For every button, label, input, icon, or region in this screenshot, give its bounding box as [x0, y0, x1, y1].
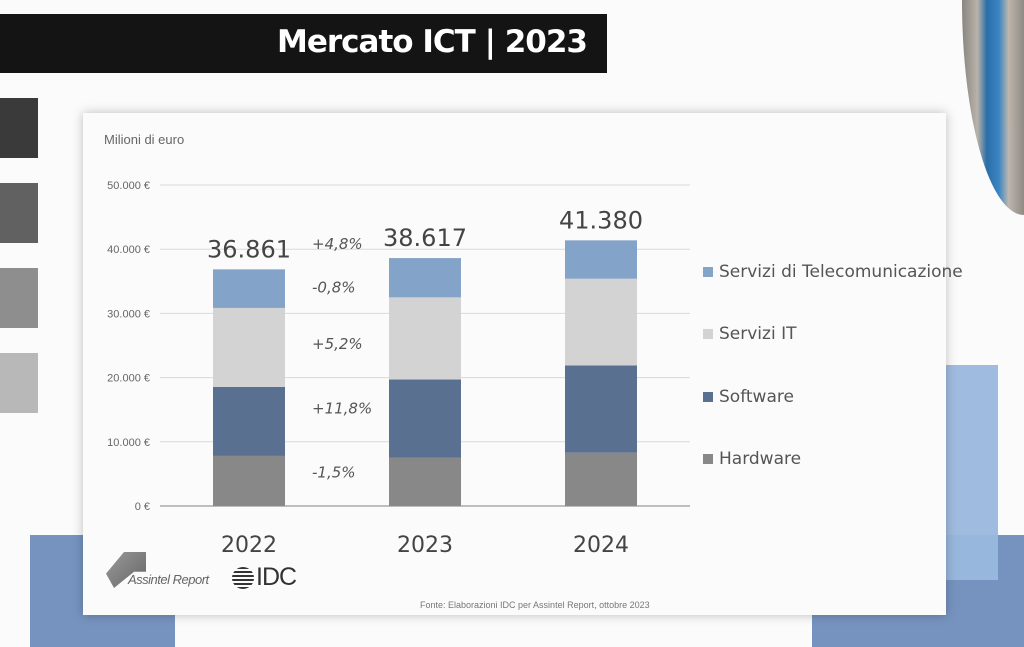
- bar-segment-software: [389, 379, 461, 458]
- bar-segment-hardware: [213, 455, 285, 506]
- legend-item: Software: [703, 387, 794, 407]
- bar-segment-servizi-di-telecomunicazione: [565, 240, 637, 279]
- x-tick-label: 2022: [221, 533, 277, 558]
- title-bar: Mercato ICT | 2023: [0, 14, 607, 73]
- decor-square: [0, 268, 38, 328]
- total-label: 41.380: [559, 206, 643, 234]
- legend-label: Software: [719, 387, 794, 407]
- idc-logo: IDC: [232, 563, 297, 592]
- total-label: 36.861: [207, 235, 291, 263]
- bar-segment-servizi-it: [565, 278, 637, 366]
- bar-segment-hardware: [389, 457, 461, 506]
- legend-label: Hardware: [719, 449, 802, 469]
- growth-label: +5,2%: [312, 335, 363, 353]
- bar-segment-servizi-di-telecomunicazione: [389, 258, 461, 298]
- decor-square: [0, 183, 38, 243]
- y-axis-label: Milioni di euro: [104, 132, 185, 147]
- bar-segment-servizi-it: [213, 307, 285, 387]
- legend-item: Hardware: [703, 449, 801, 469]
- total-label: 38.617: [383, 224, 467, 252]
- bar-segment-software: [213, 386, 285, 456]
- legend-swatch: [703, 329, 713, 339]
- growth-label: +11,8%: [312, 399, 372, 417]
- x-tick-label: 2024: [573, 533, 629, 558]
- bar-segment-software: [565, 365, 637, 453]
- growth-label: -1,5%: [312, 464, 356, 482]
- bar-segment-servizi-di-telecomunicazione: [213, 269, 285, 308]
- legend-swatch: [703, 267, 713, 277]
- growth-label: +4,8%: [312, 235, 363, 253]
- y-tick-label: 20.000 €: [107, 373, 150, 385]
- x-tick-label: 2023: [397, 533, 453, 558]
- legend-swatch: [703, 392, 713, 402]
- decor-square: [0, 98, 38, 158]
- y-tick-label: 0 €: [135, 501, 150, 513]
- decor-square: [0, 353, 38, 413]
- y-tick-label: 30.000 €: [107, 308, 150, 320]
- source-note: Fonte: Elaborazioni IDC per Assintel Rep…: [420, 600, 650, 610]
- legend-swatch: [703, 454, 713, 464]
- bar-segment-hardware: [565, 452, 637, 506]
- y-tick-label: 40.000 €: [107, 244, 150, 256]
- legend-label: Servizi di Telecomunicazione: [719, 262, 963, 282]
- assintel-logo: Assintel Report: [106, 552, 216, 592]
- legend-item: Servizi IT: [703, 324, 796, 344]
- page-title: Mercato ICT | 2023: [277, 24, 588, 60]
- legend-label: Servizi IT: [719, 324, 797, 344]
- y-tick-label: 10.000 €: [107, 437, 150, 449]
- legend-item: Servizi di Telecomunicazione: [703, 262, 963, 282]
- bar-segment-servizi-it: [389, 297, 461, 380]
- y-tick-label: 50.000 €: [107, 180, 150, 192]
- growth-label: -0,8%: [312, 279, 356, 297]
